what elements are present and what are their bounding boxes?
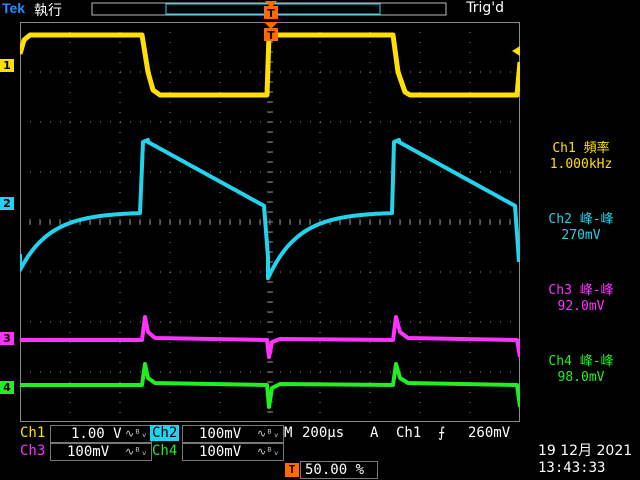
measurement-ch3: Ch3 峰-峰 92.0mV bbox=[522, 283, 640, 315]
trigger-slope-icon: ⨍ bbox=[438, 425, 446, 441]
measurement-value: 98.0mV bbox=[557, 370, 605, 385]
waveform-traces bbox=[20, 32, 520, 409]
channel-3-marker[interactable]: 3 bbox=[0, 332, 14, 345]
measurement-value: 270mV bbox=[561, 228, 601, 243]
measurement-value: 1.000kHz bbox=[549, 157, 613, 172]
trigger-source[interactable]: Ch1 bbox=[396, 425, 422, 441]
bandwidth-icon: ∿ᴮᵥ bbox=[257, 427, 280, 440]
ch3-label[interactable]: Ch3 bbox=[20, 443, 46, 459]
measurement-ch4: Ch4 峰-峰 98.0mV bbox=[522, 354, 640, 386]
timebase-value[interactable]: 200µs bbox=[302, 425, 345, 441]
trigger-mode: A bbox=[370, 425, 379, 441]
ch4-scale: 100mV bbox=[199, 444, 242, 460]
measurement-label: Ch1 頻率 bbox=[552, 141, 610, 156]
measurement-ch1: Ch1 頻率 1.000kHz bbox=[522, 141, 640, 173]
ch2-label[interactable]: Ch2 bbox=[150, 425, 180, 441]
ch1-label[interactable]: Ch1 bbox=[20, 425, 46, 441]
measurement-ch2: Ch2 峰-峰 270mV bbox=[522, 212, 640, 244]
trigger-marker-label: T bbox=[267, 29, 275, 42]
ch2-scale-box[interactable]: 100mV ∿ᴮᵥ bbox=[182, 425, 284, 443]
settings-bar: Ch1 1.00 V ∿ᴮᵥ Ch2 100mV ∿ᴮᵥ M 200µs A C… bbox=[0, 424, 640, 480]
run-state-label: 執行 bbox=[34, 3, 62, 19]
measurement-value: 92.0mV bbox=[557, 299, 605, 314]
ch4-scale-box[interactable]: 100mV ∿ᴮᵥ bbox=[182, 443, 284, 461]
status-bar: Tek 執行 T Trig'd bbox=[0, 0, 640, 22]
ch4-label[interactable]: Ch4 bbox=[152, 443, 178, 459]
measurement-label: Ch2 峰-峰 bbox=[548, 212, 614, 227]
trigger-position-box[interactable]: 50.00 % bbox=[300, 461, 378, 479]
trigger-status: Trig'd bbox=[466, 0, 504, 16]
ch1-scale: 1.00 V bbox=[71, 426, 122, 442]
ch1-scale-box[interactable]: 1.00 V ∿ᴮᵥ bbox=[50, 425, 152, 443]
time: 13:43:33 bbox=[538, 460, 606, 476]
channel-1-marker[interactable]: 1 bbox=[0, 59, 14, 72]
trigger-level[interactable]: 260mV bbox=[468, 425, 511, 441]
waveform-display[interactable] bbox=[20, 22, 520, 422]
ch3-scale: 100mV bbox=[67, 444, 110, 460]
bandwidth-icon: ∿ᴮᵥ bbox=[257, 445, 280, 458]
timebase-prefix: M bbox=[284, 425, 293, 441]
graticule bbox=[20, 22, 520, 422]
bandwidth-icon: ∿ᴮᵥ bbox=[125, 445, 148, 458]
channel-4-marker[interactable]: 4 bbox=[0, 381, 14, 394]
ch3-scale-box[interactable]: 100mV ∿ᴮᵥ bbox=[50, 443, 152, 461]
trigger-position-marker[interactable]: T bbox=[264, 22, 278, 42]
date: 19 12月 2021 bbox=[538, 443, 633, 459]
bandwidth-icon: ∿ᴮᵥ bbox=[125, 427, 148, 440]
trigger-level-arrow-icon[interactable] bbox=[510, 44, 522, 58]
trigger-position-icon: T bbox=[285, 463, 299, 477]
brand-logo: Tek bbox=[2, 0, 26, 16]
svg-text:T: T bbox=[267, 7, 275, 20]
record-view-bar: T bbox=[91, 1, 447, 20]
channel-2-marker[interactable]: 2 bbox=[0, 197, 14, 210]
measurement-label: Ch3 峰-峰 bbox=[548, 283, 614, 298]
trigger-position: 50.00 % bbox=[305, 462, 365, 478]
ch2-scale: 100mV bbox=[199, 426, 242, 442]
measurement-label: Ch4 峰-峰 bbox=[548, 354, 614, 369]
